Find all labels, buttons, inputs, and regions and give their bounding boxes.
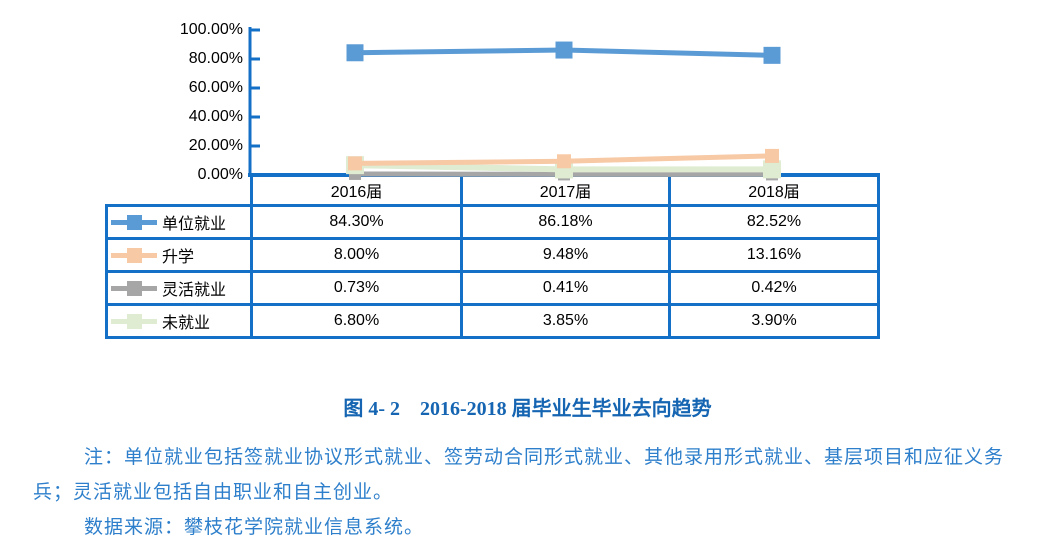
series-name: 升学 <box>162 249 195 266</box>
value-cell: 0.42% <box>668 270 880 306</box>
series-marker-3-0 <box>346 156 364 175</box>
value-cell: 6.80% <box>250 303 463 339</box>
series-marker-1-1 <box>557 154 571 169</box>
figure-caption: 图 4- 2 2016-2018 届毕业生毕业去向趋势 <box>343 398 712 420</box>
series-key-icon <box>111 214 157 230</box>
legend-key-cell: 未就业 <box>105 303 253 339</box>
table-row-unit-employment: 单位就业 84.30% 86.18% 82.52% <box>105 204 880 240</box>
y-axis-label: 80.00% <box>188 50 243 67</box>
value-cell: 84.30% <box>250 204 463 240</box>
value-cell: 3.85% <box>460 303 671 339</box>
series-line-0 <box>354 47 773 58</box>
table-row-further-study: 升学 8.00% 9.48% 13.16% <box>105 237 880 273</box>
series-line-1 <box>354 153 773 166</box>
table-row-not-employed: 未就业 6.80% 3.85% 3.90% <box>105 303 880 339</box>
y-axis-label: 0.00% <box>197 166 243 183</box>
chart-data-table: 2016届 2017届 2018届 单位就业 84.30% 86.18% 82.… <box>105 173 880 339</box>
value-cell: 82.52% <box>668 204 880 240</box>
legend-key-cell: 升学 <box>105 237 253 273</box>
value-cell: 0.73% <box>250 270 463 306</box>
series-marker-1-2 <box>765 148 779 163</box>
value-cell: 13.16% <box>668 237 880 273</box>
series-key-icon <box>111 247 157 263</box>
y-axis-label: 40.00% <box>188 108 243 125</box>
value-cell: 0.41% <box>460 270 671 306</box>
series-line-3 <box>354 162 773 173</box>
series-key-icon <box>111 280 157 296</box>
value-cell: 9.48% <box>460 237 671 273</box>
legend-key-cell: 灵活就业 <box>105 270 253 306</box>
value-cell: 8.00% <box>250 237 463 273</box>
column-header-2017: 2017届 <box>460 173 671 207</box>
series-marker-0-1 <box>555 41 573 59</box>
series-marker-0-2 <box>763 46 781 64</box>
y-axis-label: 60.00% <box>188 79 243 96</box>
table-row-flexible-employment: 灵活就业 0.73% 0.41% 0.42% <box>105 270 880 306</box>
figure-note-line-1: 注：单位就业包括签就业协议形式就业、签劳动合同形式就业、其他录用形式就业、基层项… <box>84 447 1005 468</box>
y-axis-label: 100.00% <box>179 21 243 38</box>
column-header-2018: 2018届 <box>668 173 880 207</box>
series-marker-1-0 <box>348 156 362 171</box>
figure-source-line: 数据来源：攀枝花学院就业信息系统。 <box>84 517 425 538</box>
figure-note-line-2: 兵；灵活就业包括自由职业和自主创业。 <box>33 482 394 503</box>
series-name: 单位就业 <box>162 216 227 233</box>
y-axis-label: 20.00% <box>188 137 243 154</box>
series-key-icon <box>111 313 157 329</box>
series-marker-0-0 <box>346 44 364 62</box>
legend-key-cell: 单位就业 <box>105 204 253 240</box>
series-name: 灵活就业 <box>162 282 227 299</box>
column-header-2016: 2016届 <box>250 173 463 207</box>
value-cell: 3.90% <box>668 303 880 339</box>
value-cell: 86.18% <box>460 204 671 240</box>
series-name: 未就业 <box>162 315 211 332</box>
